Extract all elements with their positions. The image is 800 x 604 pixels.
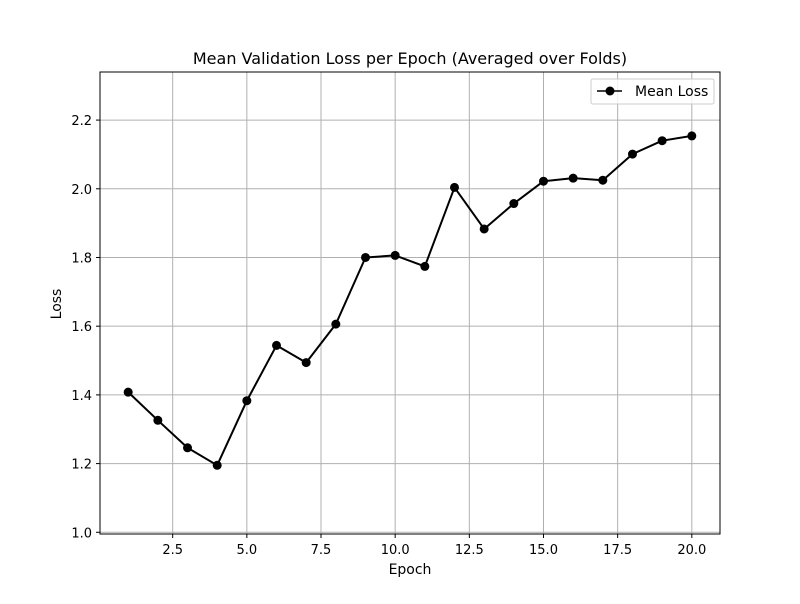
data-point [509, 199, 519, 209]
legend-label: Mean Loss [635, 84, 708, 100]
series-group [123, 131, 697, 470]
x-tick-label: 2.5 [162, 543, 183, 558]
data-point [627, 149, 637, 159]
x-tick-label: 17.5 [603, 543, 632, 558]
x-axis-label: Epoch [389, 562, 432, 578]
data-point [301, 358, 311, 368]
legend: Mean Loss [590, 78, 715, 105]
y-tick-label: 1.8 [71, 251, 92, 266]
x-tick-label: 5.0 [236, 543, 257, 558]
axis-ticks: 2.5 5.0 7.5 10.0 12.5 15.0 17.5 20.0 1.0 1.2 1.4 1.… [71, 114, 706, 558]
data-point [212, 460, 222, 470]
grid [100, 72, 720, 534]
data-point [479, 224, 489, 234]
data-point [687, 131, 697, 141]
x-tick-label: 10.0 [381, 543, 410, 558]
x-tick-label: 15.0 [529, 543, 558, 558]
data-point [153, 415, 163, 425]
x-tick-label: 20.0 [677, 543, 706, 558]
legend-marker-swatch [605, 86, 615, 96]
series-line-mean-loss [127, 134, 692, 467]
data-point [242, 396, 252, 406]
chart-title: Mean Validation Loss per Epoch (Averaged… [193, 49, 627, 68]
data-point [538, 176, 548, 186]
y-tick-label: 1.2 [71, 458, 92, 473]
y-tick-label: 1.0 [71, 526, 92, 541]
y-tick-label: 2.0 [71, 183, 92, 198]
data-point [420, 261, 430, 271]
y-axis-label: Loss [49, 289, 65, 320]
data-point [361, 252, 371, 262]
data-point [331, 319, 341, 329]
y-tick-label: 1.4 [71, 389, 92, 404]
data-point [183, 443, 193, 453]
data-point [272, 340, 282, 350]
data-point [390, 250, 400, 260]
x-tick-label: 7.5 [311, 543, 332, 558]
y-tick-label: 2.2 [71, 114, 92, 129]
data-point [568, 173, 578, 183]
data-point [123, 387, 133, 397]
data-point [657, 136, 667, 146]
y-tick-label: 1.6 [71, 320, 92, 335]
data-point [449, 182, 459, 192]
x-tick-label: 12.5 [455, 543, 484, 558]
data-point [598, 175, 608, 185]
legend-box [590, 78, 715, 105]
plot-frame [99, 71, 721, 535]
